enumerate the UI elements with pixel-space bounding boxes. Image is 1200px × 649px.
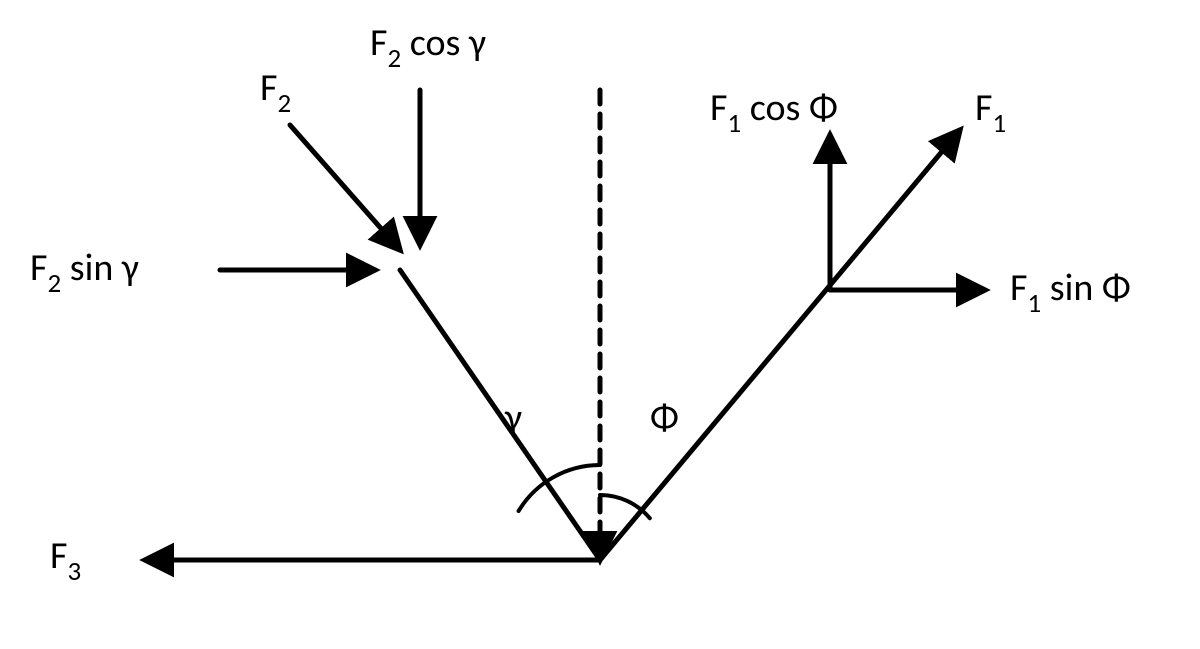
- vector-f1: [600, 130, 960, 560]
- label-f1-cos-phi: F1 cos Φ: [710, 85, 838, 140]
- label-f2-sin-gamma: F2 sin γ: [30, 245, 139, 300]
- vector-f2: [290, 125, 400, 250]
- label-gamma: γ: [504, 395, 522, 441]
- label-phi: Φ: [650, 395, 679, 441]
- member-line-left: [400, 270, 600, 560]
- label-f3: F3: [50, 533, 81, 588]
- label-f1-sin-phi: F1 sin Φ: [1010, 265, 1131, 320]
- label-f2: F2: [260, 65, 291, 120]
- label-f2-cos-gamma: F2 cos γ: [370, 20, 486, 75]
- label-f1: F1: [975, 85, 1006, 140]
